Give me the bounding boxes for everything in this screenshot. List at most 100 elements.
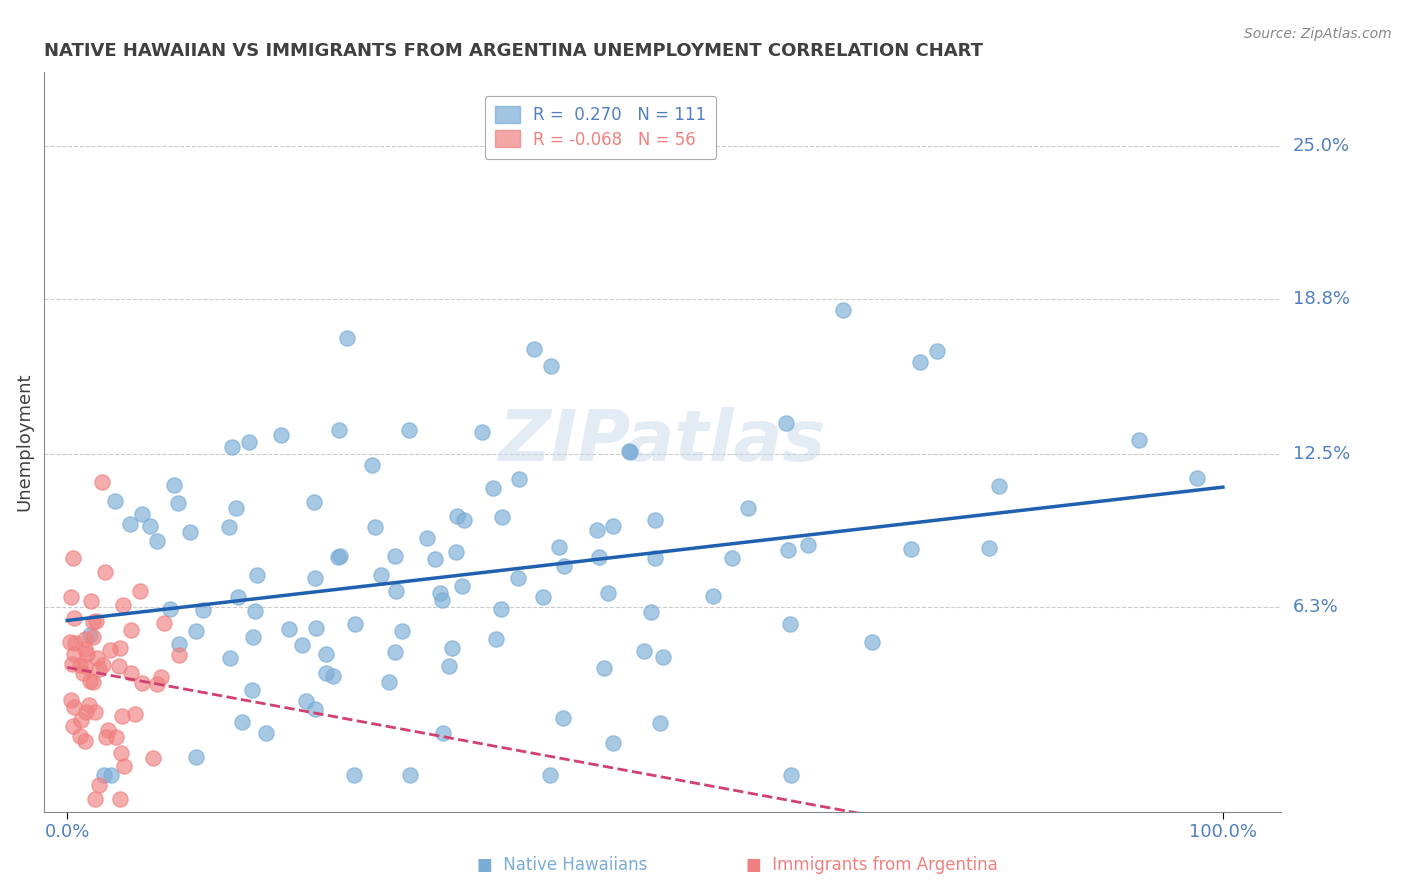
Immigrants from Argentina: [69, 729, 91, 743]
Immigrants from Argentina: [84, 706, 107, 720]
Immigrants from Argentina: [87, 778, 110, 792]
Native Hawaiians: [437, 658, 460, 673]
Native Hawaiians: [315, 647, 337, 661]
Native Hawaiians: [304, 495, 326, 509]
Immigrants from Argentina: [100, 642, 122, 657]
Immigrants from Argentina: [59, 635, 82, 649]
Native Hawaiians: [779, 617, 801, 632]
Native Hawaiians: [254, 726, 277, 740]
Native Hawaiians: [640, 605, 662, 619]
Immigrants from Argentina: [110, 746, 132, 760]
Native Hawaiians: [444, 545, 467, 559]
Immigrants from Argentina: [97, 723, 120, 737]
Immigrants from Argentina: [72, 666, 94, 681]
Native Hawaiians: [131, 507, 153, 521]
Native Hawaiians: [219, 651, 242, 665]
Native Hawaiians: [644, 513, 666, 527]
Native Hawaiians: [538, 767, 561, 781]
Native Hawaiians: [523, 342, 546, 356]
Native Hawaiians: [860, 635, 883, 649]
Native Hawaiians: [146, 533, 169, 548]
Native Hawaiians: [305, 621, 328, 635]
Immigrants from Argentina: [91, 657, 114, 672]
Immigrants from Argentina: [86, 650, 108, 665]
Immigrants from Argentina: [60, 657, 83, 671]
Text: Source: ZipAtlas.com: Source: ZipAtlas.com: [1244, 27, 1392, 41]
Legend: R =  0.270   N = 111, R = -0.068   N = 56: R = 0.270 N = 111, R = -0.068 N = 56: [485, 95, 716, 159]
Native Hawaiians: [163, 478, 186, 492]
Native Hawaiians: [644, 550, 666, 565]
Native Hawaiians: [429, 586, 451, 600]
Native Hawaiians: [242, 630, 264, 644]
Native Hawaiians: [179, 524, 201, 539]
Immigrants from Argentina: [146, 677, 169, 691]
Text: NATIVE HAWAIIAN VS IMMIGRANTS FROM ARGENTINA UNEMPLOYMENT CORRELATION CHART: NATIVE HAWAIIAN VS IMMIGRANTS FROM ARGEN…: [44, 42, 983, 60]
Native Hawaiians: [378, 675, 401, 690]
Native Hawaiians: [702, 589, 724, 603]
Native Hawaiians: [344, 617, 367, 632]
Native Hawaiians: [910, 354, 932, 368]
Native Hawaiians: [304, 570, 326, 584]
Native Hawaiians: [927, 344, 949, 359]
Native Hawaiians: [423, 552, 446, 566]
Native Hawaiians: [100, 767, 122, 781]
Native Hawaiians: [384, 584, 406, 599]
Native Hawaiians: [240, 683, 263, 698]
Native Hawaiians: [191, 603, 214, 617]
Immigrants from Argentina: [128, 583, 150, 598]
Native Hawaiians: [294, 693, 316, 707]
Text: ■  Immigrants from Argentina: ■ Immigrants from Argentina: [745, 856, 998, 874]
Native Hawaiians: [446, 508, 468, 523]
Native Hawaiians: [238, 435, 260, 450]
Immigrants from Argentina: [60, 590, 83, 604]
Native Hawaiians: [225, 501, 247, 516]
Native Hawaiians: [588, 549, 610, 564]
Native Hawaiians: [778, 543, 800, 558]
Native Hawaiians: [93, 767, 115, 781]
Native Hawaiians: [384, 645, 406, 659]
Text: 12.5%: 12.5%: [1294, 445, 1350, 463]
Native Hawaiians: [218, 520, 240, 534]
Native Hawaiians: [184, 749, 207, 764]
Native Hawaiians: [508, 472, 530, 486]
Native Hawaiians: [430, 592, 453, 607]
Native Hawaiians: [977, 541, 1000, 555]
Native Hawaiians: [485, 632, 508, 646]
Immigrants from Argentina: [83, 792, 105, 806]
Native Hawaiians: [159, 602, 181, 616]
Native Hawaiians: [103, 494, 125, 508]
Immigrants from Argentina: [75, 641, 97, 656]
Immigrants from Argentina: [142, 751, 165, 765]
Immigrants from Argentina: [70, 713, 93, 727]
Immigrants from Argentina: [131, 676, 153, 690]
Native Hawaiians: [531, 590, 554, 604]
Native Hawaiians: [138, 518, 160, 533]
Native Hawaiians: [432, 725, 454, 739]
Immigrants from Argentina: [167, 648, 190, 662]
Immigrants from Argentina: [63, 699, 86, 714]
Native Hawaiians: [315, 665, 337, 680]
Immigrants from Argentina: [108, 659, 131, 673]
Native Hawaiians: [270, 428, 292, 442]
Native Hawaiians: [737, 500, 759, 515]
Immigrants from Argentina: [79, 673, 101, 688]
Immigrants from Argentina: [124, 707, 146, 722]
Immigrants from Argentina: [96, 730, 118, 744]
Native Hawaiians: [336, 331, 359, 345]
Native Hawaiians: [416, 532, 439, 546]
Native Hawaiians: [720, 550, 742, 565]
Native Hawaiians: [551, 711, 574, 725]
Immigrants from Argentina: [80, 594, 103, 608]
Native Hawaiians: [482, 481, 505, 495]
Native Hawaiians: [399, 767, 422, 781]
Immigrants from Argentina: [79, 698, 101, 712]
Native Hawaiians: [328, 423, 350, 437]
Native Hawaiians: [592, 661, 614, 675]
Immigrants from Argentina: [82, 674, 104, 689]
Immigrants from Argentina: [60, 693, 83, 707]
Native Hawaiians: [988, 479, 1011, 493]
Text: 18.8%: 18.8%: [1294, 290, 1350, 308]
Immigrants from Argentina: [76, 647, 98, 661]
Immigrants from Argentina: [111, 709, 134, 723]
Native Hawaiians: [343, 767, 366, 781]
